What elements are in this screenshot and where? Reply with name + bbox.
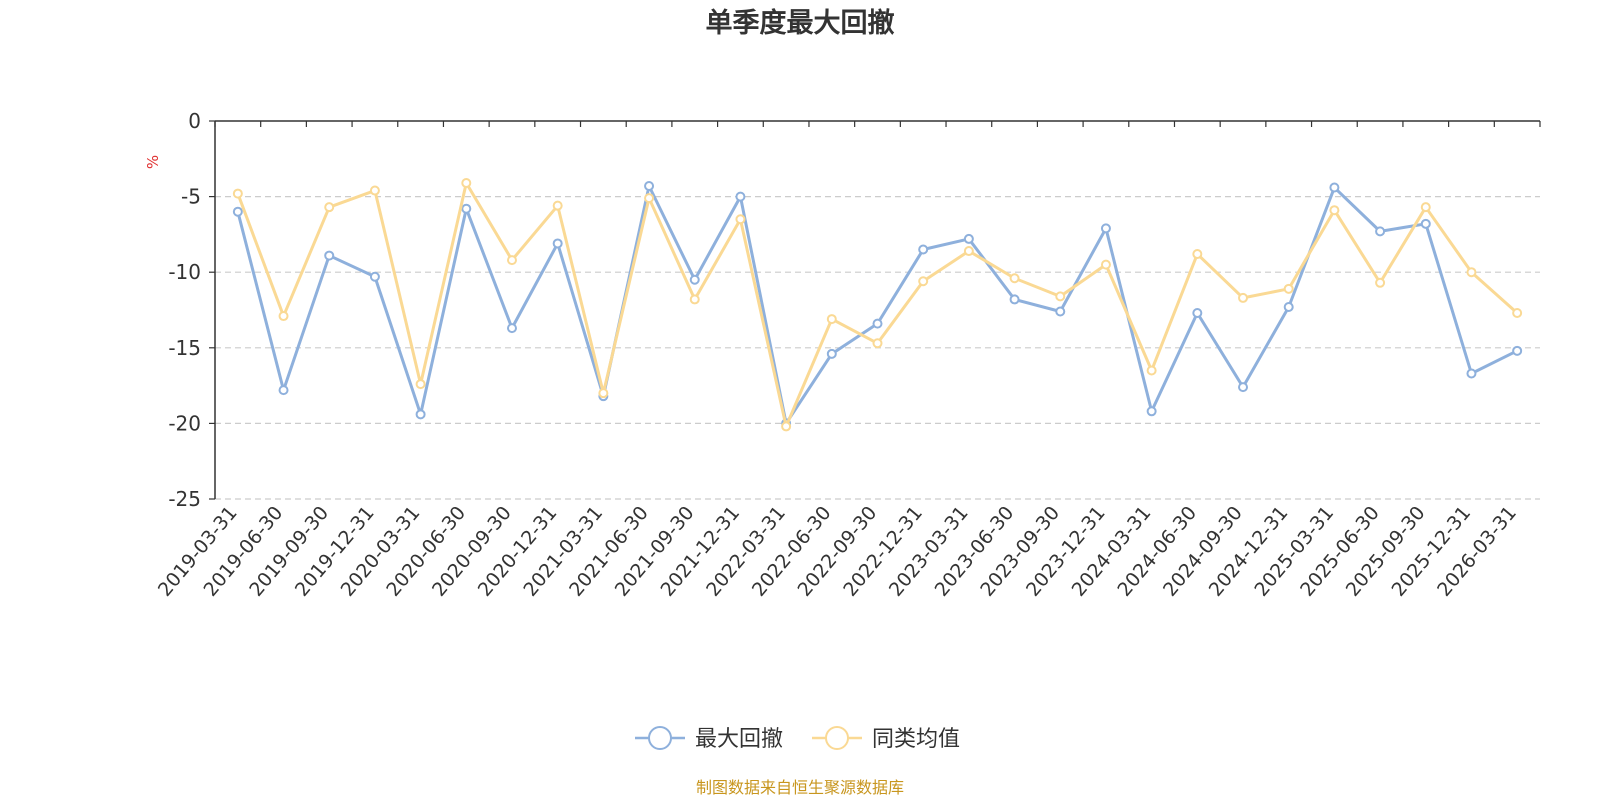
y-tick-label: -20 (168, 411, 201, 435)
legend-label: 最大回撤 (695, 727, 783, 752)
data-point (1329, 205, 1340, 216)
data-point (232, 206, 243, 217)
y-axis-unit-label: % (144, 155, 162, 169)
data-point (1329, 182, 1340, 193)
data-point (689, 274, 700, 285)
data-point (826, 348, 837, 359)
y-tick-label: -10 (168, 260, 201, 284)
data-point (278, 311, 289, 322)
data-point (506, 323, 517, 334)
data-point (1192, 308, 1203, 319)
axes: 0-5-10-15-20-252019-03-312019-06-302019-… (154, 109, 1541, 601)
data-point (689, 294, 700, 305)
data-point (918, 244, 929, 255)
data-point (369, 185, 380, 196)
data-point (1375, 277, 1386, 288)
y-tick-label: 0 (188, 109, 201, 133)
data-point (918, 276, 929, 287)
y-tick-label: -15 (168, 336, 201, 360)
data-point (1466, 267, 1477, 278)
data-point (506, 255, 517, 266)
legend-label: 同类均值 (872, 727, 960, 752)
data-point (232, 188, 243, 199)
data-point (1146, 365, 1157, 376)
data-point (415, 409, 426, 420)
data-point (963, 233, 974, 244)
data-point (1009, 273, 1020, 284)
series-line-1 (236, 184, 1518, 425)
data-point (1512, 345, 1523, 356)
data-point (1466, 368, 1477, 379)
data-point (826, 314, 837, 325)
y-tick-label: -25 (168, 487, 201, 511)
data-point (735, 191, 746, 202)
data-point (1375, 226, 1386, 237)
data-point (1146, 406, 1157, 417)
data-point (598, 388, 609, 399)
source-note: 制图数据来自恒生聚源数据库 (696, 778, 904, 797)
data-point (872, 338, 883, 349)
legend-item-2[interactable]: 同类均值 (812, 726, 960, 752)
data-point (552, 238, 563, 249)
data-point (1055, 306, 1066, 317)
legend[interactable]: 最大回撤 同类均值 (635, 726, 960, 752)
data-point (1238, 292, 1249, 303)
data-point (644, 181, 655, 192)
y-tick-label: -5 (181, 185, 201, 209)
data-point (369, 271, 380, 282)
data-point (1512, 308, 1523, 319)
data-point (278, 385, 289, 396)
data-point (324, 250, 335, 261)
data-point (1420, 202, 1431, 213)
data-point (1009, 294, 1020, 305)
data-point (415, 379, 426, 390)
data-point (1192, 249, 1203, 260)
data-point (1100, 259, 1111, 270)
data-point (963, 246, 974, 257)
data-point (1055, 291, 1066, 302)
legend-item-1[interactable]: 最大回撤 (635, 726, 783, 752)
data-point (781, 421, 792, 432)
data-point (644, 193, 655, 204)
series-lines (232, 177, 1523, 432)
data-point (552, 200, 563, 211)
chart-title: 单季度最大回撤 (706, 7, 895, 39)
data-point (1238, 382, 1249, 393)
data-point (735, 214, 746, 225)
data-point (461, 203, 472, 214)
data-point (1283, 283, 1294, 294)
data-point (872, 318, 883, 329)
data-point (1283, 301, 1294, 312)
legend-marker-icon (648, 726, 672, 750)
data-point (1100, 223, 1111, 234)
data-point (1420, 218, 1431, 229)
data-point (461, 177, 472, 188)
legend-marker-icon (825, 726, 849, 750)
series-line-2 (236, 181, 1519, 428)
data-point (324, 202, 335, 213)
